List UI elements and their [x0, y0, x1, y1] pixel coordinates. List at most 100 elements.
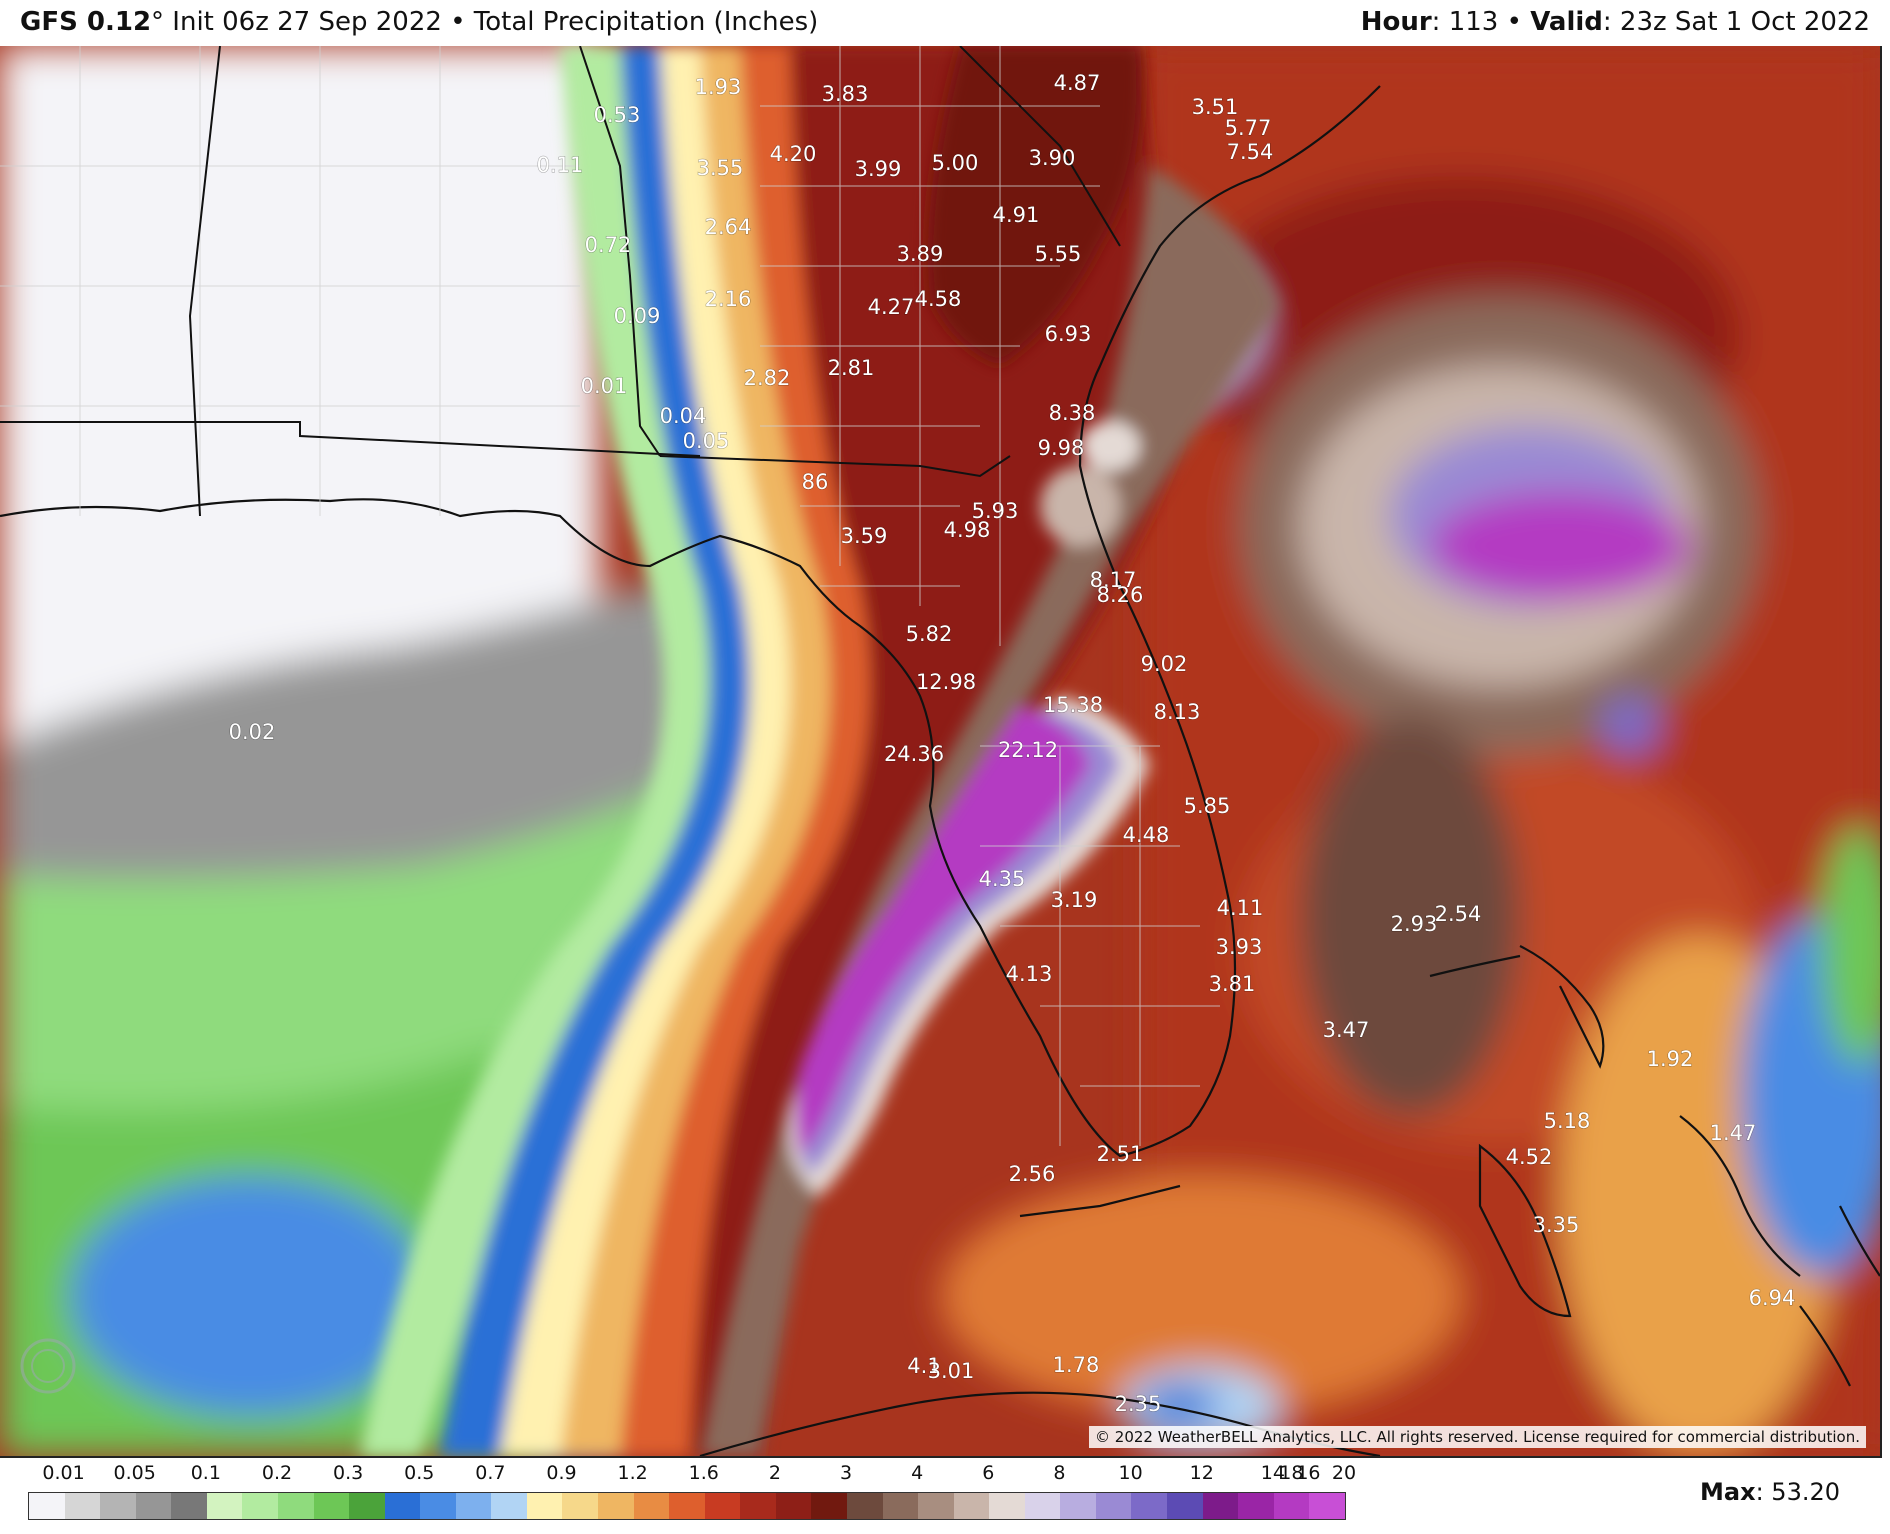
- legend-swatch: [64, 1493, 101, 1519]
- legend-tick-label: 20: [1331, 1462, 1357, 1484]
- precip-value-label: 8.38: [1049, 401, 1096, 425]
- legend-swatch: [882, 1493, 919, 1519]
- precip-value-label: 8.13: [1154, 700, 1201, 724]
- separator-bullet: •: [450, 7, 466, 37]
- precip-value-label: 4.91: [993, 203, 1040, 227]
- legend-tick-label: 1.6: [688, 1462, 719, 1484]
- valid-label: Valid: [1530, 7, 1603, 37]
- precip-value-label: 86: [802, 470, 829, 494]
- legend-tick-label: 3: [840, 1462, 853, 1484]
- legend-swatch: [633, 1493, 670, 1519]
- init-time: Init 06z 27 Sep 2022: [172, 7, 442, 37]
- header-valid: Hour: 113 • Valid: 23z Sat 1 Oct 2022: [1361, 0, 1870, 44]
- precip-value-label: 4.87: [1054, 71, 1101, 95]
- precip-value-label: 2.35: [1115, 1392, 1162, 1416]
- legend-swatch: [562, 1493, 598, 1519]
- precip-value-label: 3.59: [841, 524, 888, 548]
- legend-swatch: [420, 1493, 456, 1519]
- precip-value-label: 8.26: [1097, 583, 1144, 607]
- legend-swatch: [135, 1493, 172, 1519]
- legend-tick-label: 10: [1118, 1462, 1143, 1484]
- precip-value-label: 9.02: [1141, 652, 1188, 676]
- legend-swatch: [669, 1493, 705, 1519]
- copyright-notice: © 2022 WeatherBELL Analytics, LLC. All r…: [1089, 1426, 1866, 1448]
- precip-value-label: 3.93: [1216, 935, 1263, 959]
- legend-tick-label: 2: [768, 1462, 781, 1484]
- valid-value: : 23z Sat 1 Oct 2022: [1602, 7, 1870, 37]
- legend-tick-label: 0.7: [475, 1462, 506, 1484]
- legend-swatch: [704, 1493, 741, 1519]
- max-label: Max: [1700, 1478, 1756, 1506]
- legend-swatch: [598, 1493, 634, 1519]
- legend-tick-label: 0.05: [113, 1462, 156, 1484]
- precip-value-label: 5.77: [1225, 116, 1272, 140]
- precip-value-label: 0.01: [581, 374, 628, 398]
- precip-value-label: 8.17: [1090, 568, 1137, 592]
- precip-value-label: 3.90: [1029, 146, 1076, 170]
- legend-tick-label: 1.2: [617, 1462, 648, 1484]
- map-canvas: 1.93 3.83 4.87 3.515.777.54 0.53 0.11 4.20 3.55…: [0, 46, 1880, 1456]
- legend-tick-label: 0.2: [261, 1462, 293, 1484]
- legend-swatch: [242, 1493, 278, 1519]
- precip-legend: 0.01 0.05 0.1 0.2 0.3 0.5 0.7 0.9 1.2 1.6 2 3 4 6 8 10 1…: [28, 1462, 1356, 1522]
- county-borders: [0, 46, 1220, 1146]
- legend-swatch: [918, 1493, 954, 1519]
- precip-value-label: 24.36: [884, 742, 944, 766]
- legend-tick-label: 18: [1279, 1462, 1304, 1484]
- precip-value-label: 4.13: [1006, 962, 1053, 986]
- legend-swatch: [740, 1493, 776, 1519]
- legend-swatch: [349, 1493, 385, 1519]
- header-title: GFS 0.12° Init 06z 27 Sep 2022 • Total P…: [20, 0, 818, 44]
- legend-swatch: [1167, 1493, 1203, 1519]
- precip-value-label: 3.99: [855, 157, 902, 181]
- legend-swatch: [313, 1493, 350, 1519]
- precip-value-label: 5.85: [1184, 794, 1231, 818]
- legend-swatch: [277, 1493, 314, 1519]
- precip-value-label: 3.19: [1051, 888, 1098, 912]
- precip-value-label: 1.47: [1710, 1121, 1757, 1145]
- legend-swatch: [1202, 1493, 1239, 1519]
- precip-value-label: 5.55: [1035, 242, 1082, 266]
- legend-swatch: [1273, 1493, 1310, 1519]
- legend-tick-label: 0.3: [332, 1462, 364, 1484]
- legend-swatch: [775, 1493, 812, 1519]
- precip-value-label: 3.47: [1323, 1018, 1370, 1042]
- legend-swatch: [526, 1493, 563, 1519]
- precipitation-map[interactable]: 1.93 3.83 4.87 3.51 5.77 7.54 0.53 0.11 4.20 3.55…: [0, 46, 1882, 1458]
- max-value: : 53.20: [1755, 1478, 1840, 1506]
- hour-label: Hour: [1360, 7, 1432, 37]
- precip-value-label: 0.05: [683, 429, 730, 453]
- precip-value-label: 0.72: [585, 233, 632, 257]
- legend-swatch: [206, 1493, 243, 1519]
- precip-value-label: 2.93: [1391, 912, 1438, 936]
- precip-value-label: 22.12: [998, 738, 1058, 762]
- precip-value-label: 2.54: [1435, 902, 1482, 926]
- legend-tick-label: 4: [911, 1462, 924, 1484]
- legend-swatch: [384, 1493, 421, 1519]
- legend-swatch: [846, 1493, 883, 1519]
- precip-value-label: 1.78: [1053, 1353, 1100, 1377]
- legend-swatch: [1131, 1493, 1167, 1519]
- precip-value-label: 4.27: [868, 295, 915, 319]
- precip-value-label: 4.35: [979, 867, 1026, 891]
- precip-value-label: 6.94: [1749, 1286, 1796, 1310]
- model-name: GFS 0.12: [20, 7, 152, 37]
- precip-value-label: 2.82: [744, 366, 791, 390]
- legend-tick-label: 0.5: [404, 1462, 435, 1484]
- precip-value-label: 0.02: [229, 720, 276, 744]
- degree-symbol: °: [151, 7, 165, 37]
- weatherbell-logo: [20, 1338, 76, 1394]
- map-header: GFS 0.12° Init 06z 27 Sep 2022 • Total P…: [0, 0, 1890, 44]
- precip-value-label: 4.58: [915, 287, 962, 311]
- legend-tick-label: 6: [982, 1462, 995, 1484]
- max-value-readout: Max: 53.20: [1700, 1478, 1840, 1506]
- hour-value: : 113: [1431, 7, 1499, 37]
- legend-tick-label: 14: [1260, 1462, 1285, 1484]
- precip-value-label: 9.98: [1038, 436, 1085, 460]
- legend-swatch: [29, 1493, 65, 1519]
- precip-value-label: 4.20: [770, 142, 817, 166]
- precip-value-label: 5.93: [972, 499, 1019, 523]
- precip-value-label: 15.38: [1043, 693, 1103, 717]
- precip-value-labels: 1.93 3.83 4.87 3.515.777.54 0.53 0.11 4.20 3.55…: [228, 71, 1796, 1417]
- precip-value-label: 3.01: [928, 1359, 975, 1383]
